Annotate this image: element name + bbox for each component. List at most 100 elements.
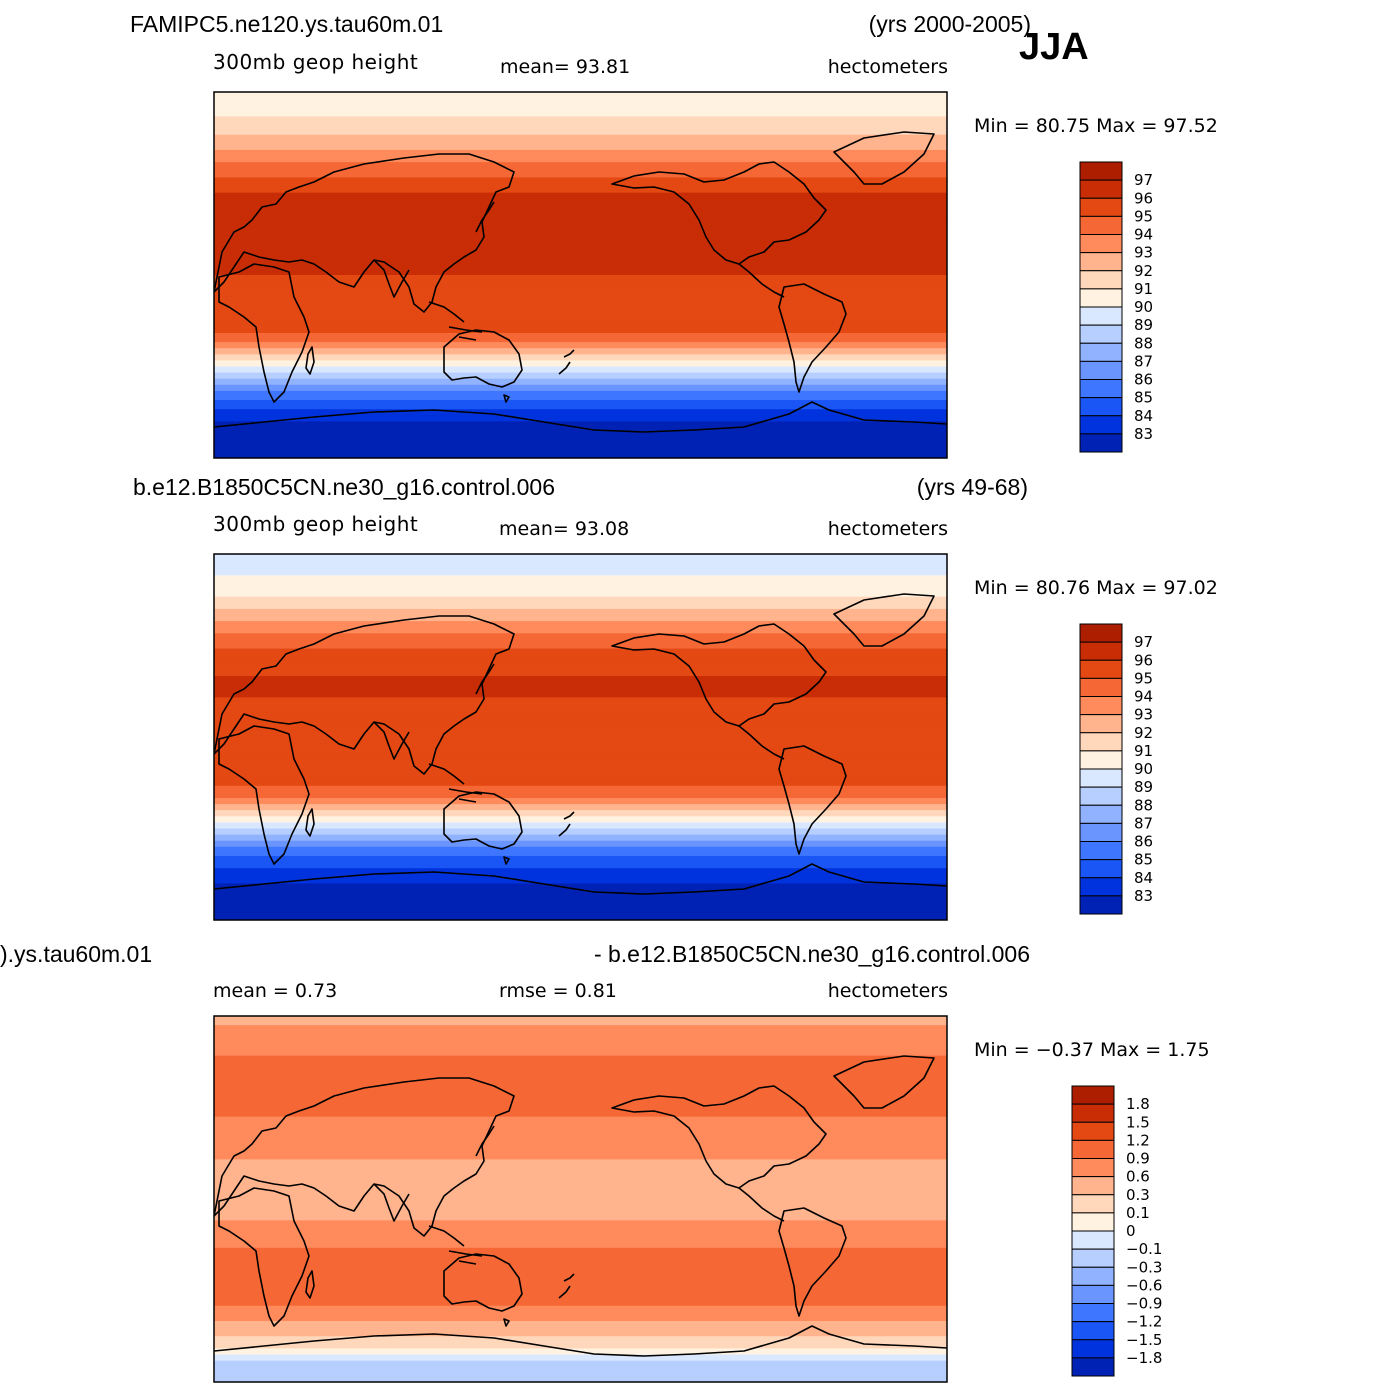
- map-band: [214, 1125, 947, 1130]
- map-band: [214, 445, 947, 450]
- map-band: [214, 345, 947, 349]
- map-band: [214, 1214, 947, 1218]
- map-band: [214, 666, 947, 671]
- colorbar-box: [1079, 877, 1123, 897]
- map-band: [214, 210, 947, 215]
- map-band: [214, 785, 947, 790]
- colorbar-box: [1079, 415, 1123, 435]
- panel3-title-right: - b.e12.B1850C5CN.ne30_g16.control.006: [593, 941, 1030, 967]
- map-band: [214, 1168, 947, 1173]
- map-band: [214, 171, 947, 175]
- colorbar-tick-label: 0.3: [1126, 1186, 1150, 1204]
- map-band: [214, 375, 947, 380]
- map-band: [214, 602, 947, 607]
- colorbar-box: [1071, 1121, 1115, 1141]
- map-band: [214, 1336, 947, 1340]
- map-band: [214, 1186, 947, 1191]
- colorbar-box: [1079, 623, 1123, 643]
- map-band: [214, 1162, 947, 1167]
- map-band: [214, 308, 947, 313]
- map-band: [214, 831, 947, 836]
- colorbar-tick-label: −0.1: [1126, 1240, 1162, 1258]
- map-band: [214, 764, 947, 769]
- map-band: [214, 733, 947, 738]
- colorbar-box: [1079, 768, 1123, 788]
- colorbar-box: [1079, 288, 1123, 308]
- map-band: [214, 1354, 947, 1359]
- map-band: [214, 1092, 947, 1096]
- map-band: [214, 1070, 947, 1075]
- colorbar-box: [1079, 234, 1123, 254]
- map-band: [214, 110, 947, 114]
- map-band: [214, 782, 947, 787]
- colorbar-box: [1079, 659, 1123, 679]
- map-band: [214, 654, 947, 659]
- colorbar-box: [1071, 1139, 1115, 1160]
- colorbar-box: [1071, 1212, 1115, 1232]
- panel1-minmax: Min = 80.75 Max = 97.52: [974, 115, 1218, 137]
- map-band: [214, 916, 947, 920]
- map-band: [214, 718, 947, 723]
- map-band: [214, 390, 947, 395]
- colorbar-box: [1071, 1248, 1115, 1268]
- colorbar-box: [1079, 750, 1123, 770]
- map-band: [214, 448, 947, 453]
- panel1-title-left: FAMIPC5.ne120.ys.tau60m.01: [130, 11, 444, 37]
- map-band: [214, 727, 947, 732]
- map-band: [214, 1104, 947, 1109]
- map-band: [214, 137, 947, 142]
- map-band: [214, 366, 947, 371]
- map-band: [214, 1351, 947, 1356]
- map-band: [214, 342, 947, 346]
- map-band: [214, 645, 947, 650]
- map-band: [214, 1299, 947, 1304]
- map-band: [214, 819, 947, 823]
- map-band: [214, 1199, 947, 1203]
- map-band: [214, 1046, 947, 1051]
- map-band: [214, 433, 947, 438]
- map-band: [214, 1180, 947, 1185]
- map-band: [214, 214, 947, 218]
- colorbar-box: [1071, 1321, 1115, 1341]
- map-band: [214, 1064, 947, 1069]
- map-band: [214, 296, 947, 300]
- map-band: [214, 284, 947, 288]
- colorbar-tick-label: 97: [1134, 633, 1153, 651]
- colorbar-tick-label: 90: [1134, 298, 1153, 316]
- colorbar-tick-label: 0.1: [1126, 1204, 1150, 1222]
- map-band: [214, 1290, 947, 1295]
- map-band: [214, 1113, 947, 1118]
- map-band: [214, 1174, 947, 1179]
- map-band: [214, 1144, 947, 1148]
- map-band: [214, 247, 947, 252]
- map-band: [214, 95, 947, 99]
- map-band: [214, 834, 947, 839]
- map-panel-3: [213, 1015, 948, 1383]
- map-band: [214, 235, 947, 239]
- map-band: [214, 712, 947, 717]
- colorbar-tick-label: 87: [1134, 352, 1153, 370]
- map-band: [214, 630, 947, 634]
- colorbar-tick-label: 94: [1134, 226, 1153, 244]
- colorbar-box: [1079, 252, 1123, 272]
- map-band: [214, 1171, 947, 1176]
- map-band: [214, 1263, 947, 1267]
- map-band: [214, 700, 947, 705]
- map-band: [214, 1324, 947, 1328]
- map-band: [214, 907, 947, 912]
- map-band: [214, 122, 947, 127]
- map-band: [214, 287, 947, 291]
- map-band: [214, 354, 947, 358]
- map-band: [214, 153, 947, 157]
- map-band: [214, 442, 947, 447]
- map-band: [214, 560, 947, 564]
- colorbar-box: [1071, 1284, 1115, 1305]
- map-band: [214, 770, 947, 775]
- colorbar-box: [1079, 342, 1123, 362]
- map-band: [214, 1022, 947, 1026]
- map-band: [214, 430, 947, 435]
- colorbar-box: [1071, 1303, 1115, 1323]
- map-band: [214, 810, 947, 814]
- map-band: [214, 451, 947, 456]
